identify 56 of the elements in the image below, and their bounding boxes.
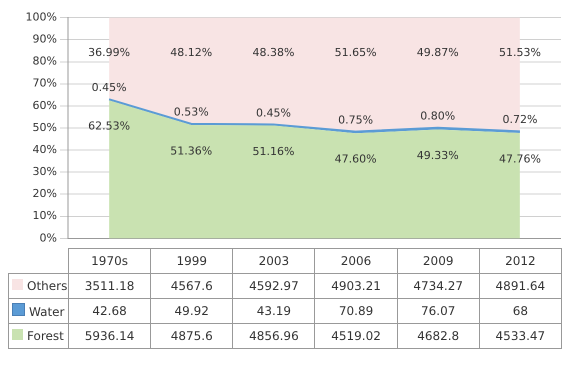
text: 4533.47 [479,324,562,348]
y-tick-label: 70% [32,76,57,90]
data-label: 51.65% [334,46,377,59]
text: 42.68 [68,298,151,324]
data-label: 51.53% [498,46,541,59]
text: 4592.97 [232,274,315,298]
data-label: 36.99% [88,46,130,59]
text: 3511.18 [68,274,151,298]
data-label: 47.60% [334,152,377,166]
data-label: 49.33% [416,148,459,162]
text: 4734.27 [397,274,480,298]
x-tick-label: 2012 [479,248,562,274]
x-tick-label: 2009 [397,248,480,274]
text: 4567.6 [150,274,233,298]
data-label: 51.36% [170,144,212,158]
data-label: 0.80% [420,110,456,123]
data-label: 0.45% [256,106,291,120]
legend-label: Forest [27,329,64,343]
y-tick-label: 30% [32,165,57,178]
text: 68 [479,298,562,324]
legend-label: Water [29,305,64,319]
data-label: 0.75% [338,113,374,126]
x-tick-label: 1970s [68,248,151,274]
x-tick-label: 2006 [314,248,398,274]
data-label: 49.87% [416,46,459,59]
y-tick-label: 40% [32,142,57,156]
y-tick-label: 100% [26,10,57,24]
text: 49.92 [150,298,233,324]
text: 5936.14 [68,324,151,348]
data-label: 0.72% [502,113,538,126]
text: 4875.6 [150,324,233,348]
text: 4519.02 [314,324,398,348]
data-label: 51.16% [252,144,294,158]
x-tick-label: 1999 [150,248,233,274]
legend-label: Others [27,279,68,293]
y-tick-label: 60% [32,98,57,112]
text: 4682.8 [397,324,480,348]
data-label: 62.53% [88,120,130,133]
text: 4891.64 [479,274,562,298]
data-label: 48.12% [170,46,212,59]
data-label: 0.45% [92,81,127,94]
x-tick-label: 2003 [232,248,315,274]
text: 43.19 [232,298,315,324]
text: 70.89 [314,298,398,324]
data-label: 48.38% [252,46,294,59]
y-tick-label: 0% [40,231,57,244]
y-tick-label: 10% [32,209,57,222]
y-tick-label: 90% [32,32,57,46]
data-label: 47.76% [498,152,541,166]
y-tick-label: 50% [32,120,57,134]
text: 4903.21 [314,274,398,298]
y-tick-label: 80% [32,54,57,68]
data-label: 0.53% [174,106,209,119]
text: 4856.96 [232,324,315,348]
text: 76.07 [397,298,480,324]
y-tick-label: 20% [32,187,57,200]
